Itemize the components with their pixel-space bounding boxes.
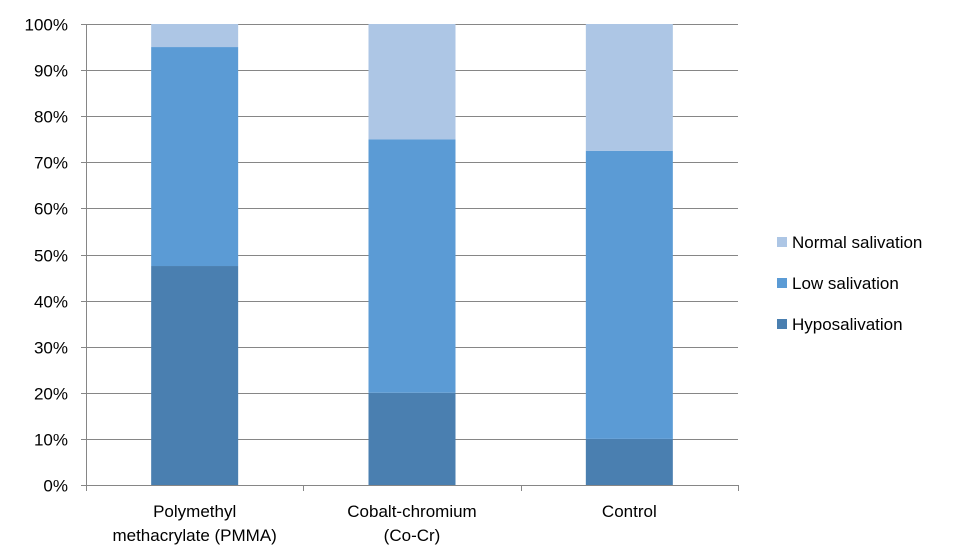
x-category-label: Cobalt-chromium (347, 502, 476, 521)
y-tick-label: 50% (34, 247, 68, 266)
y-tick-label: 60% (34, 200, 68, 219)
axes: 0% 10% 20% 30% 40% 50% 60% 70% 80% 90% 100% Polymet… (25, 16, 739, 545)
bar-normal-salivation (368, 24, 456, 140)
y-tick-label: 80% (34, 108, 68, 127)
y-tick-label: 0% (43, 477, 68, 496)
y-tick-label: 10% (34, 431, 68, 450)
legend-swatch-normal-salivation (777, 237, 787, 247)
legend-label-normal-salivation: Normal salivation (792, 233, 922, 252)
legend-label-low-salivation: Low salivation (792, 274, 899, 293)
legend-label-hyposalivation: Hyposalivation (792, 315, 903, 334)
legend-swatch-low-salivation (777, 278, 787, 288)
bar-hyposalivation (585, 438, 673, 485)
bar-low-salivation (585, 150, 673, 439)
bar-low-salivation (151, 47, 239, 267)
x-category-label: Polymethyl (153, 502, 236, 521)
y-tick-label: 70% (34, 154, 68, 173)
x-category-label: methacrylate (PMMA) (112, 526, 276, 545)
bars (151, 24, 673, 485)
y-tick-label: 90% (34, 62, 68, 81)
legend: Normal salivation Low salivation Hyposaliv… (777, 233, 922, 334)
x-category-label: Control (602, 502, 657, 521)
bar-normal-salivation (585, 24, 673, 151)
y-tick-label: 100% (25, 16, 68, 35)
y-tick-label: 20% (34, 385, 68, 404)
bar-hyposalivation (151, 266, 239, 485)
y-tick-label: 40% (34, 293, 68, 312)
y-tick-label: 30% (34, 339, 68, 358)
bar-hyposalivation (368, 392, 456, 485)
legend-swatch-hyposalivation (777, 319, 787, 329)
bar-normal-salivation (151, 24, 239, 48)
bar-low-salivation (368, 139, 456, 393)
x-category-label: (Co-Cr) (384, 526, 441, 545)
